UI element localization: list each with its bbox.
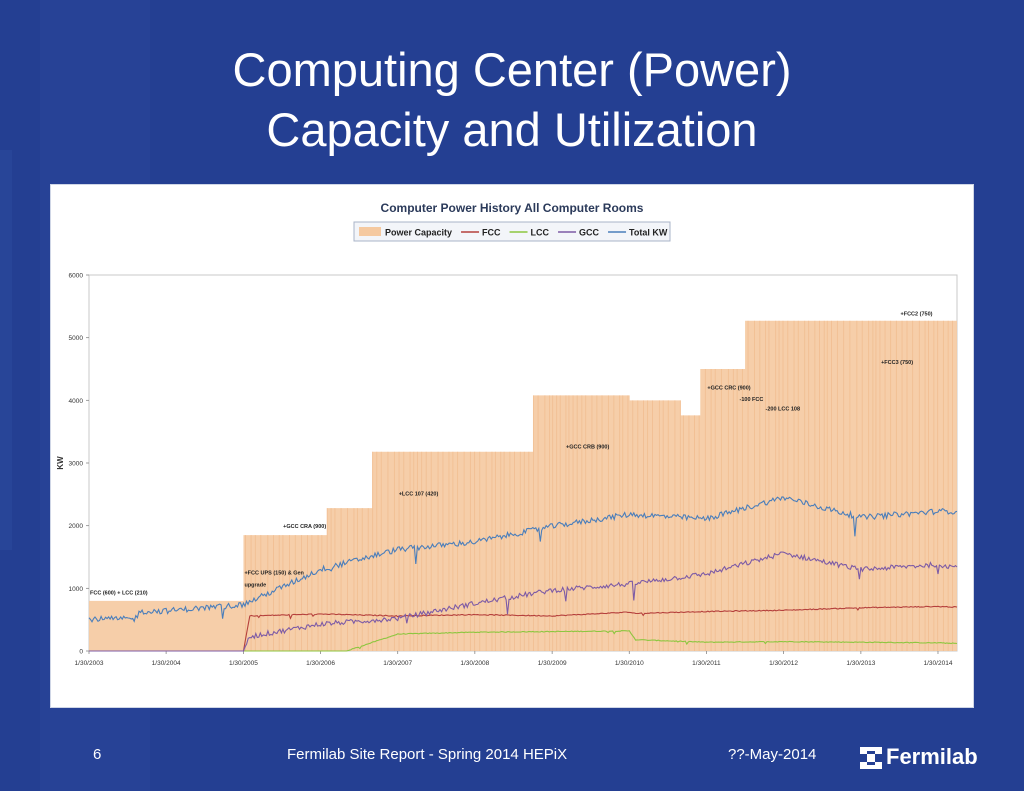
series-line-gcc — [89, 551, 958, 652]
slide-title: Computing Center (Power) Capacity and Ut… — [0, 40, 1024, 160]
y-tick-label-2: 2000 — [69, 523, 84, 530]
slide-title-line-2: Capacity and Utilization — [266, 103, 758, 156]
annotation-8: -200 LCC 108 — [766, 406, 801, 412]
x-tick-label-6: 1/30/2009 — [538, 660, 567, 667]
x-tick-label-5: 1/30/2008 — [460, 660, 489, 667]
power-history-chart: Computer Power History All Computer Room… — [56, 201, 958, 667]
y-tick-label-5: 5000 — [69, 335, 84, 342]
y-tick-label-1: 1000 — [69, 586, 84, 593]
legend-label-2: LCC — [531, 228, 550, 238]
annotation-0: FCC (600) + LCC (210) — [90, 591, 148, 597]
x-tick-label-9: 1/30/2012 — [769, 660, 798, 667]
x-tick-label-4: 1/30/2007 — [383, 660, 412, 667]
series-area-power-capacity — [89, 320, 957, 651]
x-tick-label-1: 1/30/2004 — [152, 660, 181, 667]
legend-label-4: Total KW — [629, 228, 668, 238]
annotation-9: +FCC2 (750) — [901, 312, 933, 318]
footer-date: ??-May-2014 — [728, 746, 817, 763]
x-tick-label-3: 1/30/2006 — [306, 660, 335, 667]
x-tick-label-8: 1/30/2011 — [692, 660, 721, 667]
annotation-3: +GCC CRA (900) — [283, 524, 326, 530]
y-axis-label: KW — [56, 456, 65, 470]
annotation-5: +GCC CRB (900) — [566, 445, 609, 451]
x-tick-label-0: 1/30/2003 — [75, 660, 104, 667]
footer-title: Fermilab Site Report - Spring 2014 HEPiX — [287, 746, 568, 763]
chart-panel: Computer Power History All Computer Room… — [50, 184, 974, 708]
fermilab-logo: Fermilab — [858, 742, 988, 774]
y-tick-label-6: 6000 — [69, 273, 84, 280]
annotation-4: +LCC 107 (420) — [399, 492, 439, 498]
x-tick-label-10: 1/30/2013 — [846, 660, 875, 667]
legend-label-3: GCC — [579, 228, 600, 238]
annotation-2: upgrade — [244, 582, 266, 588]
y-tick-label-3: 3000 — [69, 461, 84, 468]
annotation-10: +FCC3 (750) — [881, 360, 913, 366]
page-number: 6 — [93, 746, 102, 763]
y-tick-label-4: 4000 — [69, 398, 84, 405]
x-tick-label-2: 1/30/2005 — [229, 660, 258, 667]
legend-swatch-0 — [359, 227, 381, 236]
y-tick-label-0: 0 — [79, 649, 83, 656]
legend-label-1: FCC — [482, 228, 501, 238]
x-tick-label-11: 1/30/2014 — [924, 660, 953, 667]
slide-title-line-1: Computing Center (Power) — [232, 43, 792, 96]
series-line-total-kw — [88, 496, 958, 623]
chart-title: Computer Power History All Computer Room… — [381, 201, 644, 215]
x-tick-label-7: 1/30/2010 — [615, 660, 644, 667]
legend-label-0: Power Capacity — [385, 228, 452, 238]
fermilab-mark-icon — [860, 747, 882, 769]
annotation-6: +GCC CRC (900) — [707, 386, 750, 392]
logo-text: Fermilab — [886, 744, 978, 769]
annotation-7: -100 FCC — [740, 397, 764, 403]
annotation-1: +FCC UPS (150) & Gen — [244, 571, 304, 577]
